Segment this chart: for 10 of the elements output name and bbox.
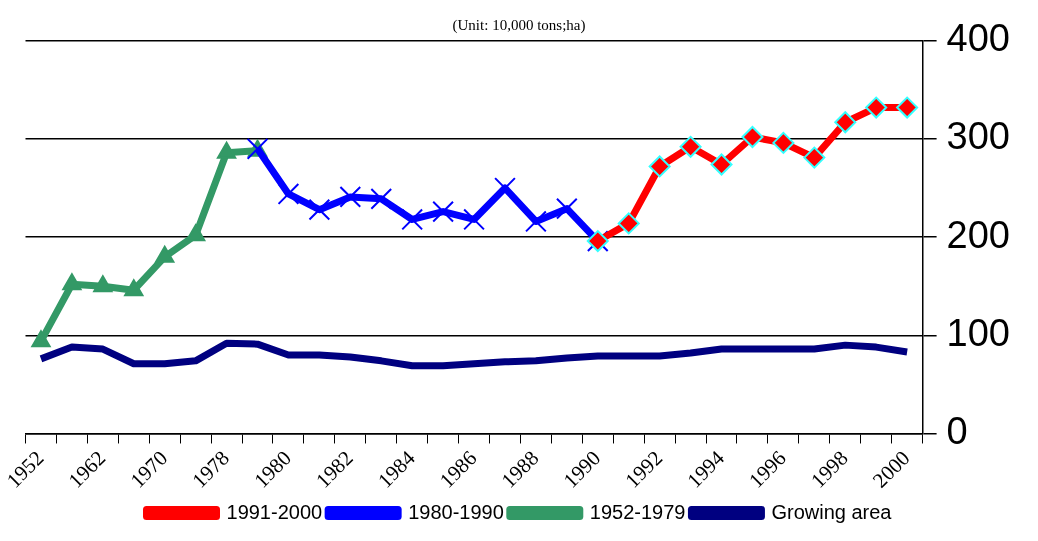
chart-subtitle: (Unit: 10,000 tons;ha) bbox=[452, 16, 586, 34]
legend-label: Growing area bbox=[771, 500, 893, 523]
y-tick-label: 100 bbox=[946, 311, 1010, 354]
y-tick-label: 300 bbox=[946, 115, 1010, 158]
y-tick-label: 400 bbox=[946, 17, 1010, 60]
y-tick-label: 200 bbox=[946, 213, 1010, 256]
legend-label: 1980-1990 bbox=[408, 500, 504, 523]
y-tick-label: 0 bbox=[946, 409, 968, 452]
legend-label: 1991-2000 bbox=[226, 500, 323, 523]
legend-label: 1952-1979 bbox=[589, 500, 686, 523]
